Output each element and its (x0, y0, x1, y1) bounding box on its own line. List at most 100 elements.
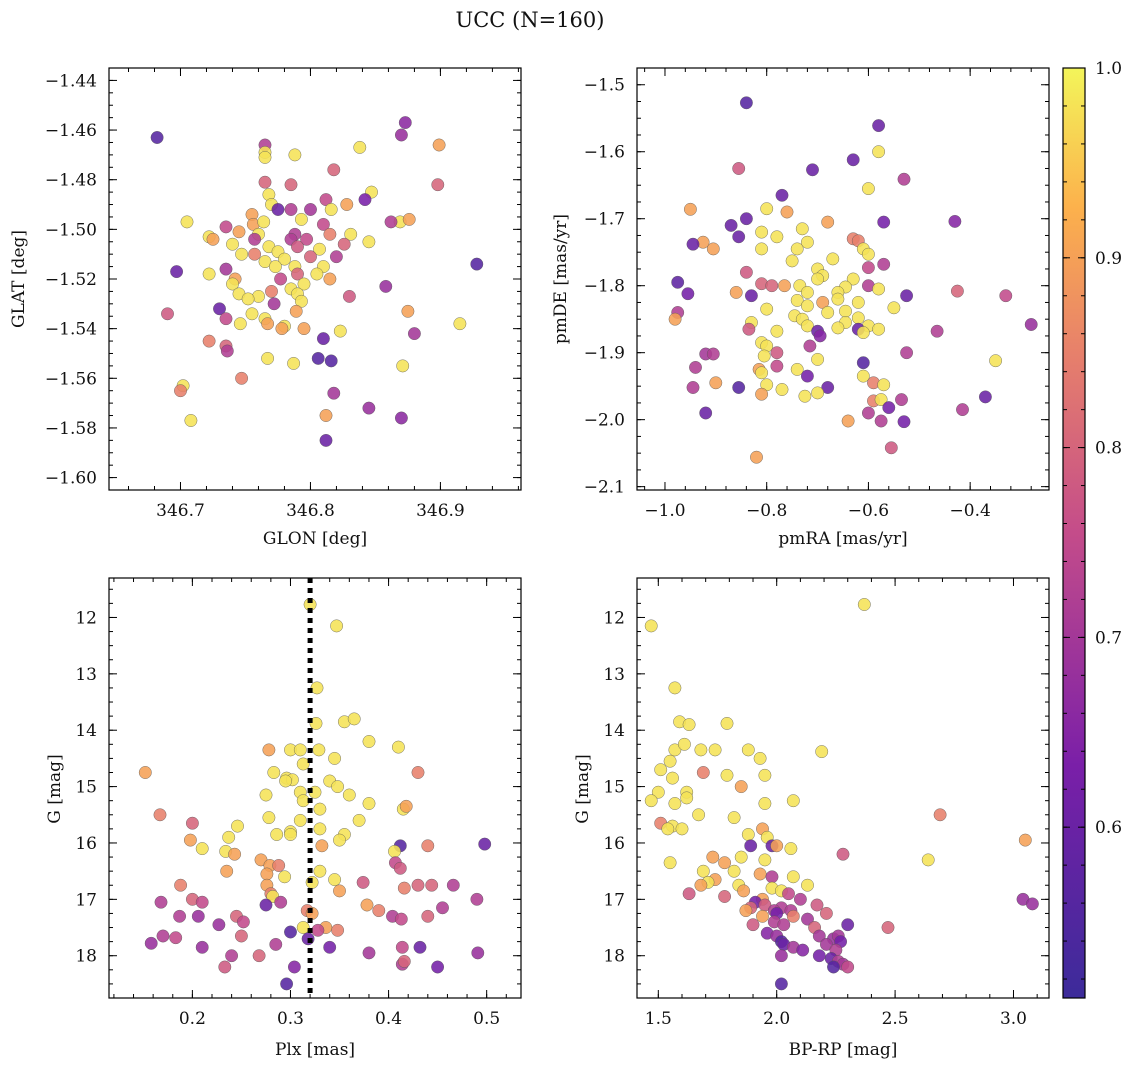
data-point (827, 960, 840, 974)
data-point (272, 859, 286, 872)
data-point (219, 220, 233, 234)
colorbar-tick-label: 0.9 (1095, 249, 1122, 269)
data-point (790, 293, 804, 307)
data-point (678, 737, 691, 751)
data-point (770, 839, 784, 853)
data-point (425, 878, 439, 892)
y-tick-label: −1.56 (45, 369, 97, 389)
y-tick-label: 17 (75, 890, 97, 910)
data-point (269, 938, 283, 951)
data-point (882, 401, 896, 414)
data-point (782, 887, 795, 901)
x-tick-label: 346.8 (286, 501, 335, 521)
data-point (362, 797, 376, 810)
data-point (758, 768, 772, 782)
data-point (478, 837, 492, 851)
axes-frame (636, 577, 1050, 999)
data-point (862, 182, 875, 196)
data-point (398, 116, 412, 130)
data-point (311, 923, 325, 937)
data-point (831, 321, 845, 335)
data-point (233, 317, 247, 331)
data-point (708, 743, 722, 757)
data-point (287, 356, 300, 370)
data-point (740, 212, 753, 226)
data-point (755, 366, 768, 380)
data-point (267, 297, 281, 311)
data-point (874, 414, 888, 428)
data-point (856, 356, 870, 370)
panel-pmra-pmde: pmRA [mas/yr] pmDE [mas/yr] −1.0 −0.8 −0.6… (551, 67, 1050, 549)
axes-frame (108, 577, 522, 999)
y-tick-label: −2.1 (584, 478, 625, 498)
data-point (724, 218, 738, 232)
data-point (360, 898, 374, 912)
data-point (812, 929, 826, 943)
panel-glon-glat-xlabel: GLON [deg] (263, 529, 367, 549)
data-point (742, 322, 756, 336)
data-point (304, 250, 317, 264)
data-point (262, 811, 276, 824)
data-point (362, 401, 376, 415)
data-point (948, 214, 962, 228)
y-tick-label: −1.60 (45, 469, 97, 489)
data-point (755, 242, 768, 256)
data-point (668, 743, 682, 757)
data-point (265, 284, 278, 298)
data-point (794, 892, 807, 906)
colorbar: 0.6 0.7 0.8 0.9 1.0 (1062, 59, 1122, 999)
data-point (340, 198, 354, 211)
data-point (872, 145, 885, 159)
data-point (407, 327, 421, 340)
data-point (195, 842, 209, 855)
data-point (680, 791, 694, 805)
data-point (877, 215, 891, 229)
data-point (379, 279, 393, 293)
data-point (732, 230, 746, 244)
data-point (327, 386, 341, 400)
data-point (220, 344, 234, 358)
data-point (671, 275, 685, 289)
data-point (921, 853, 935, 867)
data-point (353, 140, 367, 154)
data-point (686, 381, 700, 394)
data-point (333, 833, 346, 847)
data-point (821, 381, 835, 394)
data-point (862, 406, 875, 420)
data-point (877, 378, 891, 392)
x-tick-label: 1.5 (645, 1009, 672, 1029)
y-tick-label: −1.8 (584, 277, 625, 297)
data-point (777, 918, 791, 932)
data-point (257, 215, 271, 229)
y-tick-label: 13 (603, 665, 625, 685)
data-point (222, 830, 236, 844)
data-point (347, 712, 361, 726)
data-point (841, 918, 855, 932)
data-point (293, 743, 307, 757)
data-point (337, 237, 351, 251)
data-point (342, 289, 356, 303)
data-point (760, 202, 774, 216)
data-point (815, 745, 829, 758)
data-point (699, 406, 713, 420)
data-point (862, 247, 875, 261)
data-point (304, 203, 317, 216)
data-point (284, 828, 297, 841)
y-tick-label: 14 (75, 721, 97, 741)
data-point (770, 359, 784, 373)
data-point (391, 740, 405, 754)
data-point (291, 240, 304, 254)
data-point (720, 768, 734, 782)
data-point (300, 232, 313, 246)
data-point (820, 938, 833, 951)
data-point (393, 861, 407, 875)
data-point (319, 433, 333, 447)
data-point (694, 878, 708, 892)
data-point (801, 912, 814, 926)
data-point (755, 387, 768, 401)
data-point (401, 304, 415, 318)
panel-glon-glat-ylabel: GLAT [deg] (9, 230, 29, 328)
data-point (170, 265, 184, 278)
data-point (411, 766, 425, 779)
